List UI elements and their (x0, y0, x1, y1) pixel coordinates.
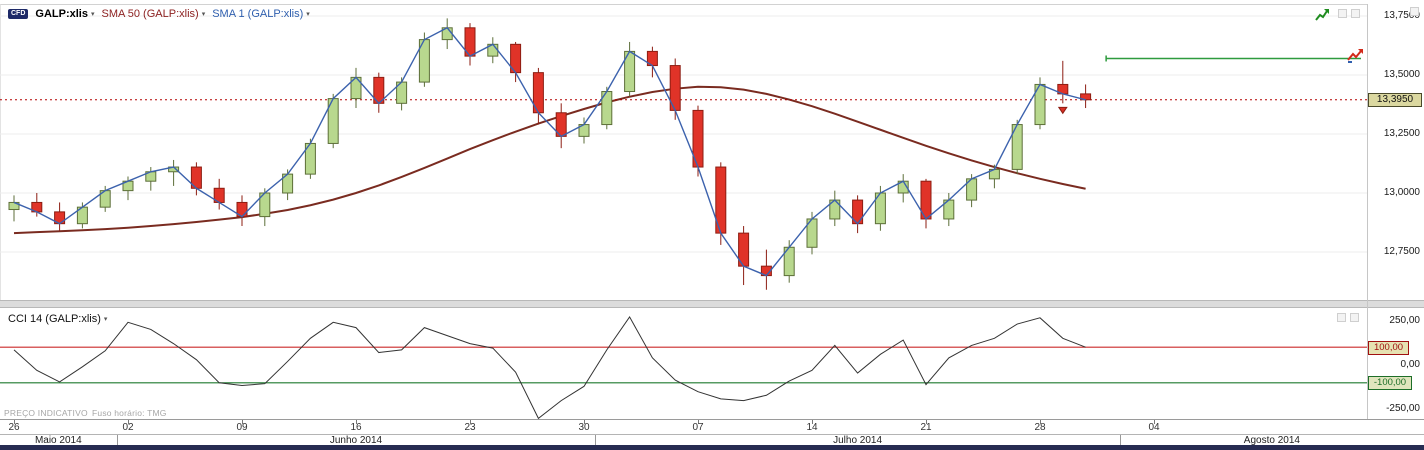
cci-collapse-icon[interactable] (1350, 313, 1359, 322)
month-label: Maio 2014 (34, 435, 82, 446)
date-tick-mark (1154, 420, 1155, 424)
date-tick-label: 23 (464, 422, 476, 433)
date-tick-mark (926, 420, 927, 424)
cci-lower-level-badge: -100,00 (1368, 376, 1412, 390)
date-tick-label: 16 (350, 422, 362, 433)
price-axis-label: 13,5000 (1383, 69, 1420, 80)
price-alert-icon[interactable] (1346, 48, 1364, 64)
date-tick-mark (584, 420, 585, 424)
cci-label: CCI 14 (GALP:xlis) (8, 313, 101, 325)
date-tick-mark (1040, 420, 1041, 424)
sma50-selector[interactable]: SMA 50 (GALP:xlis) ▾ (101, 8, 205, 20)
cci-axis-label: -250,00 (1386, 403, 1420, 414)
axis-settings-icon[interactable] (1410, 7, 1419, 16)
date-tick-mark (698, 420, 699, 424)
cci-settings-icon[interactable] (1337, 313, 1346, 322)
indicative-price-notice: PREÇO INDICATIVO (4, 408, 88, 418)
cci-axis-label: 250,00 (1389, 315, 1420, 326)
date-tick-label: 21 (920, 422, 932, 433)
date-tick-label: 09 (236, 422, 248, 433)
date-tick-label: 30 (578, 422, 590, 433)
instrument-label: GALP:xlis (35, 8, 88, 20)
month-separator (1119, 435, 1121, 446)
chevron-down-icon: ▾ (103, 316, 108, 323)
month-separator (116, 435, 118, 446)
date-axis: 26 02 09 16 23 30 07 14 21 28 04 (0, 419, 1424, 434)
date-tick-label: 02 (122, 422, 134, 433)
date-tick-mark (242, 420, 243, 424)
month-axis: Maio 2014 Junho 2014 Julho 2014 Agosto 2014 (0, 434, 1424, 446)
price-axis-label: 13,0000 (1383, 187, 1420, 198)
date-tick-mark (812, 420, 813, 424)
date-tick-label: 26 (8, 422, 20, 433)
cci-panel-area[interactable] (0, 308, 1367, 419)
horizontal-scrollbar[interactable] (0, 445, 1424, 450)
date-tick-mark (14, 420, 15, 424)
price-axis-label: 13,7500 (1383, 10, 1420, 21)
chart-collapse-icon[interactable] (1351, 9, 1360, 18)
month-separator (595, 435, 597, 446)
price-axis-label: 13,2500 (1383, 128, 1420, 139)
sma1-label: SMA 1 (GALP:xlis) (212, 8, 304, 20)
date-tick-label: 14 (806, 422, 818, 433)
month-label: Julho 2014 (833, 435, 883, 446)
trade-signal-icon[interactable] (1314, 7, 1330, 23)
panel-divider[interactable] (0, 300, 1424, 308)
date-tick-mark (128, 420, 129, 424)
current-price-badge: 13,3950 (1368, 93, 1422, 107)
date-tick-label: 04 (1148, 422, 1160, 433)
sma1-selector[interactable]: SMA 1 (GALP:xlis) ▾ (212, 8, 310, 20)
axis-separator-line (1367, 4, 1368, 419)
month-label: Agosto 2014 (1243, 435, 1300, 446)
cci-upper-level-badge: 100,00 (1368, 341, 1409, 355)
cci-axis-label: 0,00 (1400, 359, 1420, 370)
date-tick-mark (356, 420, 357, 424)
sma50-label: SMA 50 (GALP:xlis) (101, 8, 199, 20)
cfd-badge: CFD (8, 8, 29, 20)
date-tick-label: 07 (692, 422, 704, 433)
chevron-down-icon: ▾ (306, 11, 310, 18)
date-tick-mark (470, 420, 471, 424)
date-tick-label: 28 (1034, 422, 1046, 433)
chevron-down-icon: ▾ (90, 11, 95, 18)
price-chart-area[interactable] (0, 4, 1367, 300)
price-axis-label: 12,7500 (1383, 246, 1420, 257)
cci-indicator-selector[interactable]: CCI 14 (GALP:xlis) ▾ (8, 313, 107, 325)
chart-settings-icon[interactable] (1338, 9, 1347, 18)
chevron-down-icon: ▾ (201, 11, 206, 18)
month-label: Junho 2014 (329, 435, 383, 446)
chart-toolbar: CFD GALP:xlis ▾ SMA 50 (GALP:xlis) ▾ SMA… (8, 8, 310, 20)
instrument-selector[interactable]: GALP:xlis ▾ (35, 8, 94, 20)
timezone-note: Fuso horário: TMG (92, 408, 167, 418)
